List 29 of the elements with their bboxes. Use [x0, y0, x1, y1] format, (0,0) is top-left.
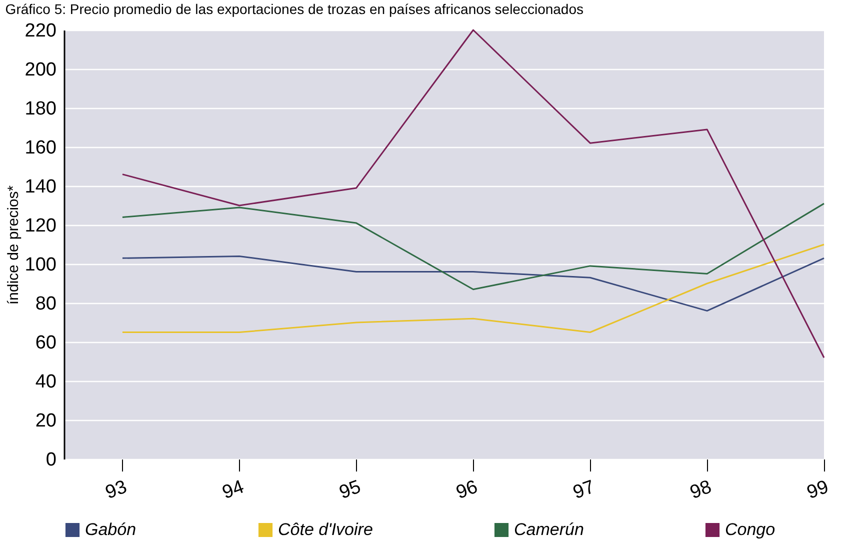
y-tick-label: 200 [24, 60, 56, 80]
x-tick-label: 98 [687, 476, 714, 504]
chart-title: Gráfico 5: Precio promedio de las exportaciones de trozas en países africanos seleccionados [5, 1, 584, 17]
legend-label: Côte d'Ivoire [278, 520, 373, 539]
x-tick-label: 97 [570, 476, 598, 504]
line-series [122, 255, 825, 312]
y-tick-label: 0 [46, 450, 56, 470]
y-tick-label: 220 [24, 20, 56, 42]
y-tick-label: 80 [35, 294, 56, 314]
y-tick-label: 40 [35, 372, 56, 392]
x-tick-label: 93 [102, 476, 130, 504]
x-tick-label: 95 [336, 476, 364, 504]
legend-label: Gabón [85, 520, 136, 539]
line-series [122, 202, 825, 290]
x-tick-label: 94 [220, 476, 248, 504]
x-tick-label: 99 [804, 476, 832, 504]
y-tick-label: 20 [35, 410, 56, 432]
line-series [122, 244, 825, 333]
y-tick-label: 180 [24, 98, 56, 120]
y-axis-title: índice de precios* [4, 185, 22, 305]
y-tick-label: 60 [35, 332, 56, 354]
y-tick-label: 120 [24, 216, 56, 236]
y-tick-label: 100 [24, 254, 56, 276]
x-tick-label: 96 [454, 476, 481, 504]
legend-label: Camerún [514, 520, 584, 539]
y-tick-label: 140 [24, 176, 56, 198]
line-series [122, 29, 825, 358]
y-tick-label: 160 [24, 138, 56, 158]
legend-label: Congo [725, 520, 776, 539]
